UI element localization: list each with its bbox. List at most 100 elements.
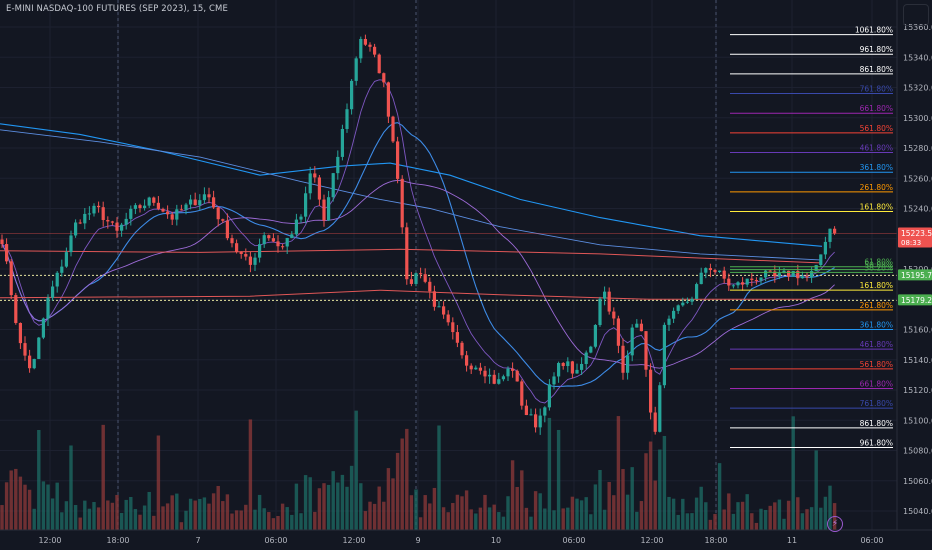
volume-bar — [248, 419, 253, 530]
volume-bar — [464, 490, 469, 530]
candle-body — [681, 302, 685, 306]
volume-bar — [110, 502, 115, 530]
chart-settings-box[interactable] — [903, 4, 929, 26]
candle-body — [662, 324, 666, 386]
candle-body — [409, 279, 413, 284]
candle-body — [727, 278, 731, 286]
candle-body — [612, 311, 616, 319]
volume-bar — [809, 507, 814, 530]
time-tick-label: 7 — [195, 536, 200, 545]
candle-body — [147, 197, 151, 206]
volume-bar — [616, 416, 621, 530]
fib-level[interactable]: 161.80% — [730, 281, 893, 291]
fib-level[interactable]: 50.00% — [730, 261, 893, 271]
candle-body — [216, 207, 220, 220]
volume-bar — [639, 501, 644, 530]
volume-bar — [704, 502, 708, 530]
volume-bar — [441, 507, 446, 530]
candle-body — [575, 369, 579, 374]
fib-level[interactable]: 361.80% — [730, 321, 893, 330]
volume-bar — [754, 522, 759, 530]
fibonacci-levels[interactable]: 1061.80% 961.80% 861.80% 761.80% 661.80% 561.… — [730, 26, 893, 448]
candle-body — [83, 213, 87, 224]
price-label-countdown: 08:33 — [901, 239, 921, 247]
fib-level[interactable]: 61.80% — [730, 258, 893, 268]
fib-level[interactable]: 461.80% — [730, 144, 893, 154]
volume-bar — [41, 481, 46, 530]
candle-body — [41, 318, 45, 338]
candle-body — [626, 355, 630, 373]
candle-body — [327, 197, 331, 221]
candle-body — [166, 211, 170, 215]
candle-body — [455, 332, 459, 343]
candle-body — [152, 197, 156, 203]
fib-level[interactable]: 261.80% — [730, 183, 893, 193]
volume-bar — [23, 484, 27, 530]
fib-level-label: 50.00% — [864, 261, 893, 270]
fib-level-label: 761.80% — [860, 399, 893, 408]
fib-level[interactable]: 461.80% — [730, 340, 893, 350]
candle-body — [741, 282, 745, 285]
volume-bar — [786, 500, 791, 530]
price-label-bg — [898, 269, 932, 281]
moving-averages — [0, 79, 835, 404]
fib-level[interactable]: 361.80% — [730, 163, 893, 173]
time-tick-label: 06:00 — [860, 536, 883, 545]
fib-level[interactable]: 561.80% — [730, 124, 893, 134]
fib-level[interactable]: 861.80% — [730, 65, 893, 75]
volume-bar — [0, 505, 4, 530]
fib-level[interactable]: 961.80% — [730, 45, 893, 55]
volume-bar — [55, 482, 59, 530]
fib-level[interactable]: 1061.80% — [730, 26, 893, 36]
candle-body — [175, 209, 179, 220]
candle-body — [492, 374, 496, 384]
candle-body — [285, 237, 289, 247]
volume-bar — [308, 477, 312, 530]
volume-bar — [414, 489, 418, 530]
volume-bar — [800, 513, 805, 530]
time-axis[interactable]: 12:00 18:00 7 06:00 12:00 9 10 06:00 12:00 18:00 1… — [0, 529, 932, 545]
volume-bar — [142, 505, 147, 530]
fib-level[interactable]: 761.80% — [730, 399, 893, 409]
fib-level[interactable]: 961.80% — [730, 438, 893, 448]
candle-body — [391, 116, 395, 142]
volume-bar — [147, 491, 151, 530]
candle-body — [184, 204, 188, 210]
volume-bar — [474, 513, 478, 530]
volume-bar — [345, 486, 349, 530]
fib-level[interactable]: 261.80% — [730, 301, 893, 311]
price-label-box: 15179.25 — [898, 294, 932, 306]
lightning-bolt-icon[interactable]: ⚡ — [827, 516, 843, 532]
price-tick-label: 15320.00 — [903, 84, 932, 93]
candle-body — [474, 367, 478, 370]
fib-level[interactable]: 761.80% — [730, 85, 893, 95]
volume-bar — [87, 508, 92, 530]
candle-body — [138, 205, 142, 209]
price-tick-label: 15060.00 — [903, 477, 932, 486]
candle-body — [796, 270, 800, 279]
price-tick-label: 15040.00 — [903, 507, 932, 516]
fib-level[interactable]: 38.20% — [730, 263, 893, 273]
volume-bar — [478, 507, 483, 530]
candle-body — [23, 343, 27, 356]
candle-body — [179, 209, 183, 211]
fib-level[interactable]: 861.80% — [730, 419, 893, 429]
volume-bar — [763, 510, 768, 530]
fib-level[interactable]: 661.80% — [730, 379, 893, 389]
candle-body — [690, 298, 694, 302]
price-tick-label: 15080.00 — [903, 447, 932, 456]
candle-body — [469, 365, 473, 370]
candle-body — [833, 228, 837, 234]
candle-body — [497, 379, 501, 384]
candle-body — [239, 251, 243, 254]
candle-body — [419, 273, 423, 275]
candle-body — [621, 345, 625, 373]
volume-bar — [487, 507, 492, 530]
fib-level-label: 961.80% — [860, 45, 893, 54]
fib-level[interactable]: 561.80% — [730, 360, 893, 370]
fib-level[interactable]: 661.80% — [730, 104, 893, 114]
fib-level[interactable]: 161.80% — [730, 203, 893, 213]
candle-body — [589, 346, 593, 353]
candle-body — [156, 202, 160, 209]
